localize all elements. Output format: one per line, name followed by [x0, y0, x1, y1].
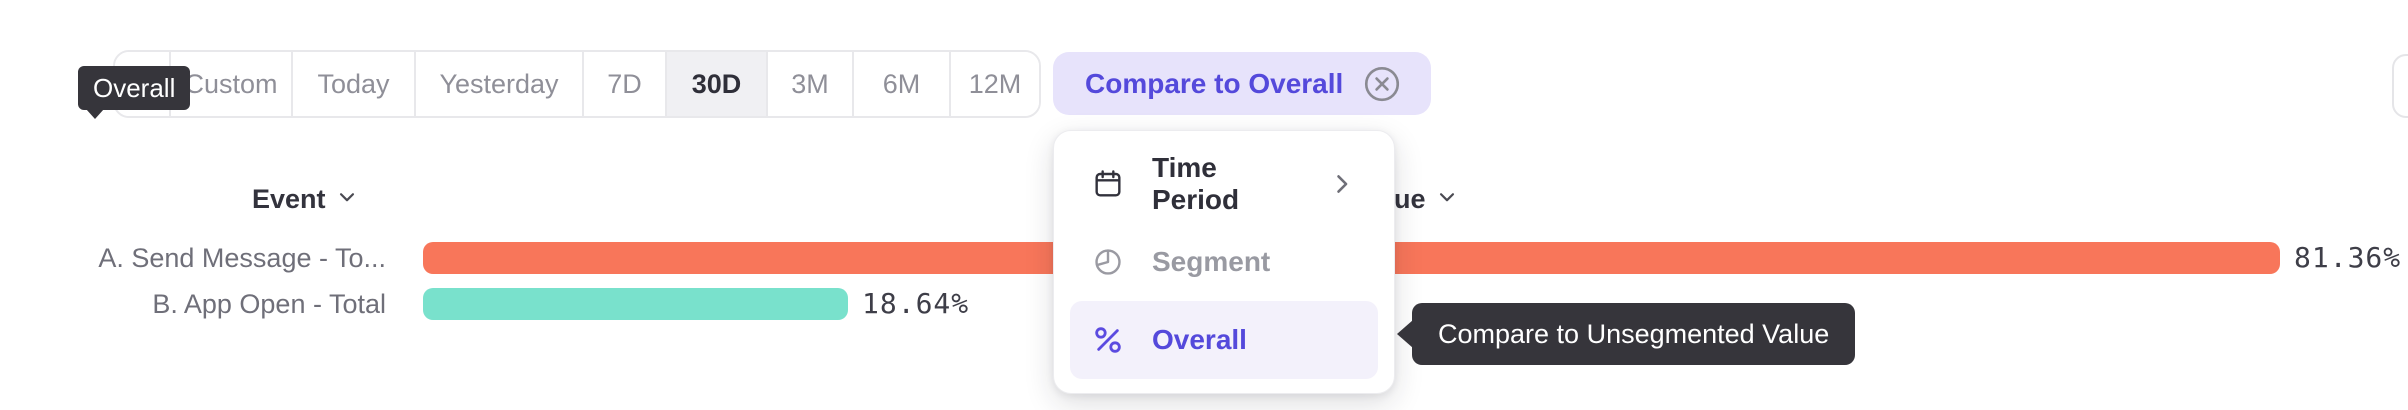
- tooltip-arrow: [1397, 320, 1413, 348]
- date-range-3m[interactable]: 3M: [766, 52, 852, 116]
- compare-dropdown-menu: Time Period Segment Overall: [1053, 130, 1395, 394]
- menu-item-time-period[interactable]: Time Period: [1070, 145, 1378, 223]
- chevron-right-icon: [1328, 170, 1356, 198]
- menu-item-overall[interactable]: Overall: [1070, 301, 1378, 379]
- date-range-yesterday[interactable]: Yesterday: [414, 52, 582, 116]
- circle-x-icon[interactable]: [1361, 63, 1403, 105]
- compare-hint-tooltip: Compare to Unsegmented Value: [1397, 303, 1856, 365]
- date-range-7d[interactable]: 7D: [582, 52, 665, 116]
- menu-item-label: Overall: [1152, 324, 1247, 355]
- compare-chip-label: Compare to Overall: [1085, 67, 1344, 99]
- tooltip-arrow: [86, 109, 104, 119]
- chevron-down-icon: [1436, 184, 1458, 215]
- compare-to-overall-chip[interactable]: Compare to Overall: [1053, 52, 1432, 115]
- bar-value-label: 81.36%: [2294, 241, 2402, 274]
- menu-item-label: Time Period: [1152, 152, 1240, 215]
- calendar-icon: [1092, 168, 1124, 200]
- bar-row-label: A. Send Message - To...: [98, 243, 386, 273]
- menu-item-label: Segment: [1152, 246, 1271, 277]
- overall-tooltip-label: Overall: [93, 72, 176, 103]
- bar-value-label: 18.64%: [862, 287, 970, 320]
- date-range-12m[interactable]: 12M: [949, 52, 1039, 116]
- bar-row-label: B. App Open - Total: [152, 289, 386, 319]
- date-range-selector: Custom Today Yesterday 7D 30D 3M 6M 12M: [113, 50, 1041, 118]
- menu-item-segment[interactable]: Segment: [1070, 223, 1378, 301]
- chevron-down-icon: [336, 184, 358, 215]
- percent-icon: [1092, 324, 1124, 356]
- partial-button-right-edge[interactable]: [2392, 54, 2408, 118]
- date-range-6m[interactable]: 6M: [852, 52, 949, 116]
- bar-segment[interactable]: [423, 288, 848, 320]
- segment-icon: [1092, 246, 1124, 278]
- event-column-header[interactable]: Event: [252, 184, 358, 214]
- date-range-custom[interactable]: Custom: [169, 52, 291, 116]
- date-range-30d[interactable]: 30D: [665, 52, 766, 116]
- event-header-label: Event: [252, 183, 326, 214]
- date-range-today[interactable]: Today: [291, 52, 414, 116]
- compare-hint-label: Compare to Unsegmented Value: [1438, 318, 1830, 349]
- overall-tooltip: Overall: [78, 66, 191, 119]
